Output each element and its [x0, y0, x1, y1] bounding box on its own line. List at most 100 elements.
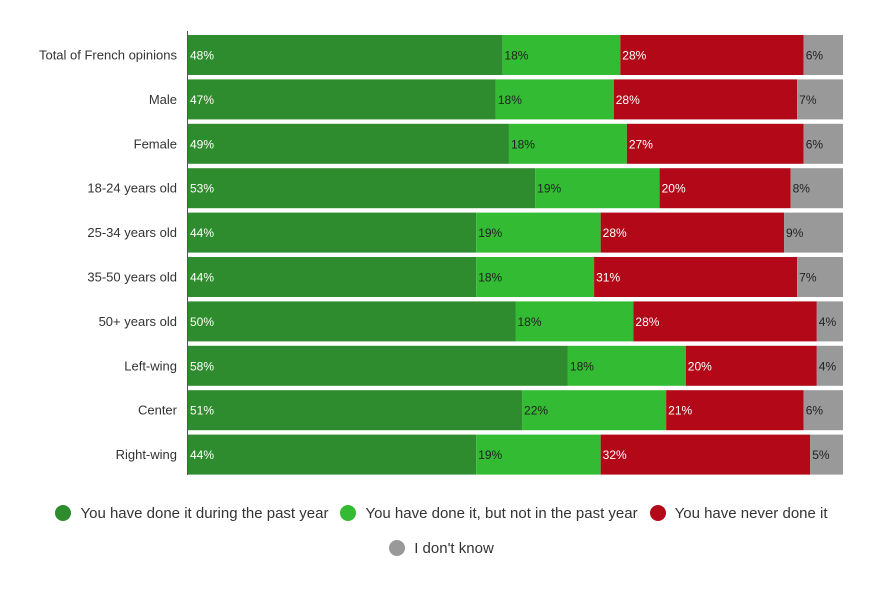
bar-segment — [522, 390, 667, 431]
bar-segment — [803, 390, 843, 431]
category-label: Total of French opinions — [39, 48, 178, 63]
data-label: 44% — [190, 448, 214, 462]
bars-group: 48% 18% 28% 6% 47% 18% 28% 7% 49% 18% 27% 6% 53% 19% 2… — [188, 35, 843, 475]
bar-segment — [188, 168, 536, 209]
data-label: 20% — [688, 359, 712, 373]
data-label: 58% — [190, 359, 214, 373]
category-label: Right-wing — [116, 447, 177, 462]
legend-row: I don't know — [0, 535, 883, 561]
legend-marker — [340, 505, 357, 521]
data-label: 7% — [799, 271, 817, 285]
bar-segment — [476, 257, 595, 297]
data-label: 21% — [668, 404, 692, 418]
category-label: Male — [149, 92, 177, 107]
data-label: 47% — [190, 93, 214, 107]
legend-label: You have done it, but not in the past ye… — [365, 504, 638, 522]
bar-segment — [188, 345, 568, 386]
data-label: 18% — [511, 137, 535, 151]
bar-segment — [816, 301, 843, 342]
data-label: 5% — [812, 448, 830, 462]
data-label: 4% — [819, 359, 837, 373]
bar-segment — [797, 79, 843, 120]
category-label: 25-34 years old — [87, 225, 177, 240]
legend-label: You have done it during the past year — [80, 504, 329, 522]
data-label: 48% — [190, 49, 214, 63]
bar-segment — [567, 345, 686, 386]
bar-segment — [803, 35, 843, 75]
category-label: Female — [134, 136, 177, 151]
bar-segment — [600, 212, 785, 253]
data-label: 18% — [518, 315, 542, 329]
bar-segment — [508, 123, 627, 164]
data-label: 19% — [537, 182, 561, 196]
legend-marker — [649, 505, 666, 521]
bar-segment — [685, 345, 817, 386]
data-label: 18% — [504, 49, 528, 63]
bar-segment — [188, 390, 523, 431]
legend-row: You have done it during the past year You… — [0, 500, 883, 526]
bar-segment — [476, 434, 601, 475]
bar-segment — [188, 434, 477, 475]
data-label: 28% — [603, 226, 627, 240]
data-label: 53% — [190, 182, 214, 196]
category-label: Left-wing — [124, 358, 177, 373]
bar-segment — [620, 35, 804, 75]
data-label: 8% — [793, 182, 811, 196]
data-label: 4% — [819, 315, 837, 329]
data-label: 28% — [622, 49, 646, 63]
data-label: 28% — [635, 315, 659, 329]
category-label: 35-50 years old — [87, 270, 177, 285]
data-label: 49% — [190, 137, 214, 151]
bar-segment — [666, 390, 804, 431]
category-labels: Total of French opinions Male Female 18-24 … — [39, 48, 178, 463]
bar-segment — [600, 434, 811, 475]
bar-segment — [188, 301, 516, 342]
bar-segment — [613, 79, 798, 120]
bar-segment — [188, 212, 477, 253]
category-label: 18-24 years old — [87, 181, 177, 196]
data-label: 19% — [478, 448, 502, 462]
bar-segment — [188, 257, 477, 297]
data-label: 7% — [799, 93, 817, 107]
bar-segment — [626, 123, 804, 164]
data-label: 32% — [603, 448, 627, 462]
legend-item: I don't know — [389, 540, 494, 557]
bar-segment — [790, 168, 843, 209]
legend-marker — [55, 505, 72, 521]
data-label: 6% — [806, 137, 824, 151]
data-label: 22% — [524, 404, 548, 418]
bar-segment — [495, 79, 614, 120]
bar-segment — [803, 123, 843, 164]
bar-segment — [594, 257, 798, 297]
data-label: 44% — [190, 226, 214, 240]
legend: You have done it during the past year You… — [0, 500, 883, 570]
bar-segment — [502, 35, 621, 75]
data-label: 19% — [478, 226, 502, 240]
data-label: 9% — [786, 226, 804, 240]
bar-segment — [188, 79, 496, 120]
legend-item: You have done it during the past year — [55, 505, 328, 522]
legend-item: You have never done it — [649, 505, 828, 522]
bar-segment — [659, 168, 791, 209]
data-label: 6% — [806, 404, 824, 418]
data-label: 50% — [190, 315, 214, 329]
data-label: 6% — [806, 49, 824, 63]
stacked-bar-chart: 48% 18% 28% 6% 47% 18% 28% 7% 49% 18% 27% 6% 53% 19% 2… — [39, 31, 843, 475]
bar-segment — [633, 301, 817, 342]
data-label: 44% — [190, 271, 214, 285]
data-label: 18% — [498, 93, 522, 107]
bar-segment — [515, 301, 634, 342]
bar-segment — [535, 168, 660, 209]
bar-segment — [797, 257, 843, 297]
data-label: 31% — [596, 271, 620, 285]
data-label: 18% — [478, 271, 502, 285]
bar-segment — [816, 345, 843, 386]
bar-segment — [810, 434, 843, 475]
category-label: 50+ years old — [99, 314, 177, 329]
data-label: 27% — [629, 137, 653, 151]
data-label: 20% — [662, 182, 686, 196]
data-label: 18% — [570, 359, 594, 373]
legend-marker — [389, 540, 406, 556]
bar-segment — [784, 212, 843, 253]
category-label: Center — [138, 403, 178, 418]
